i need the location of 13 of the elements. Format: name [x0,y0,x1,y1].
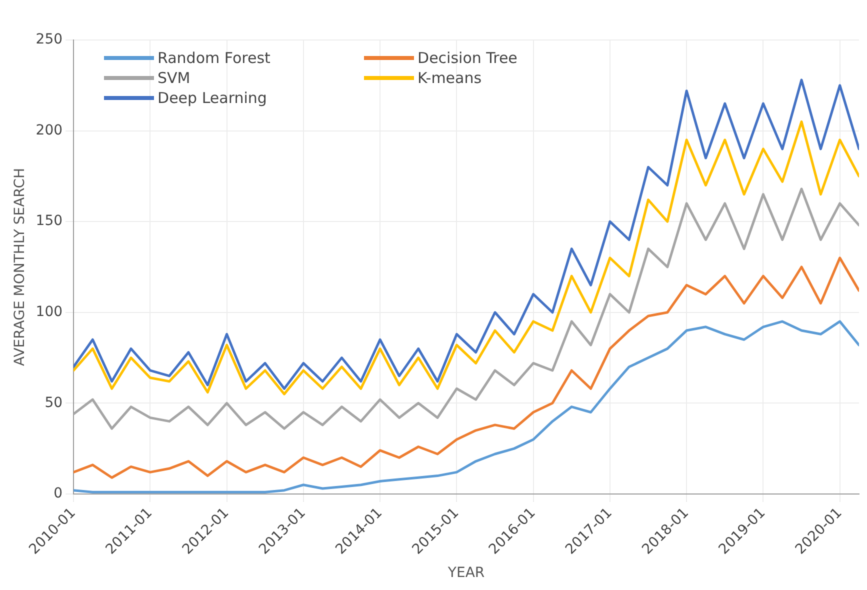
legend-label: Random Forest [158,49,270,67]
legend-label: Deep Learning [158,89,267,107]
x-axis-title: YEAR [446,565,485,582]
y-tick-label: 250 [36,32,63,48]
legend-label: K-means [418,69,482,87]
y-tick-label: 100 [36,304,63,320]
y-tick-label: 200 [36,122,63,138]
legend-label: SVM [158,69,190,87]
y-tick-label: 0 [54,486,63,502]
y-tick-label: 150 [36,213,63,230]
y-axis-title: AVERAGE MONTHLY SEARCH [12,168,28,366]
y-tick-label: 50 [44,394,63,411]
legend-label: Decision Tree [418,49,518,67]
